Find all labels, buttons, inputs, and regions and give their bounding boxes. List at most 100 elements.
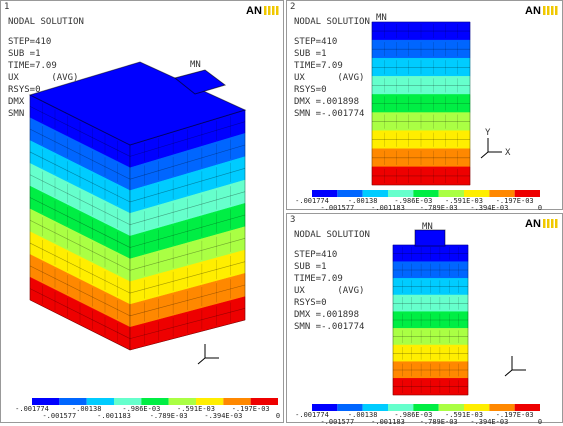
legend-swatch [438, 190, 464, 197]
roof-block [414, 229, 446, 247]
triad-axis [480, 151, 489, 159]
legend-swatch [32, 398, 60, 405]
legend-swatch [86, 398, 114, 405]
legend-swatch [114, 398, 142, 405]
legend-label: -.986E-03 [394, 197, 432, 205]
plot-info: DMX =.001898 [294, 310, 359, 320]
floor-line [129, 261, 246, 294]
legend-label: -.001183 [371, 204, 405, 212]
floor-line [29, 106, 131, 157]
legend-swatch [59, 398, 87, 405]
floor-line [29, 151, 131, 203]
floor-line [129, 168, 246, 203]
legend-label: -.001774 [15, 405, 49, 413]
legend-swatch [312, 404, 338, 411]
legend-label: -.591E-03 [445, 197, 483, 205]
legend-label: -.789E-03 [150, 412, 188, 420]
plot-info: SMN =-.001774 [294, 322, 364, 332]
legend-swatch [514, 404, 540, 411]
roof-block [173, 69, 227, 95]
floor-line [129, 308, 246, 339]
floor-line [29, 197, 131, 248]
triad-label: X [505, 148, 511, 158]
plot-info: TIME=7.09 [8, 61, 57, 71]
logo-stripe [268, 6, 271, 15]
legend-swatch [388, 404, 414, 411]
floor-line [29, 288, 131, 339]
legend-label: -.789E-03 [420, 204, 458, 212]
floor-line [29, 128, 131, 180]
floor-line [129, 284, 246, 317]
triad-axis [197, 357, 206, 365]
legend-swatch [388, 190, 414, 197]
legend-label: -.00138 [348, 411, 378, 419]
floor-line [29, 220, 131, 271]
legend-swatch [312, 190, 338, 197]
triad-label: Y [485, 128, 491, 138]
legend-swatch [168, 398, 196, 405]
floor-line [129, 121, 246, 157]
legend-swatch [413, 404, 439, 411]
plot-info: UX (AVG) [294, 73, 364, 83]
floor-line [129, 191, 246, 226]
floor-line [129, 238, 246, 271]
floor-line [29, 174, 131, 225]
legend-swatch [489, 404, 515, 411]
plot-info: SUB =1 [294, 262, 327, 272]
plot-info: RSYS=0 [294, 298, 327, 308]
legend-swatch [362, 190, 388, 197]
logo-stripe [272, 6, 275, 15]
plot-info: TIME=7.09 [294, 61, 343, 71]
legend-swatch [514, 190, 540, 197]
logo-stripe [547, 6, 550, 15]
legend-swatch [141, 398, 169, 405]
legend-label: -.001774 [295, 411, 329, 419]
legend-label: 0 [538, 418, 542, 426]
legend-label: -.197E-03 [496, 197, 534, 205]
legend-swatch [413, 190, 439, 197]
legend-label: -.001183 [371, 418, 405, 426]
plot-header: NODAL SOLUTION [8, 17, 84, 27]
legend-label: 0 [276, 412, 280, 420]
panel-number: 3 [290, 215, 295, 225]
floor-line [129, 144, 246, 180]
panel-number: 2 [290, 2, 295, 12]
logo-stripe [547, 219, 550, 228]
legend-label: -.789E-03 [420, 418, 458, 426]
ansys-logo: AN [246, 5, 262, 17]
legend-label: -.986E-03 [122, 405, 160, 413]
plot-info: SUB =1 [8, 49, 41, 59]
ansys-logo: AN [525, 5, 541, 17]
logo-stripe [555, 219, 558, 228]
legend-label: -.197E-03 [496, 411, 534, 419]
roof [28, 61, 247, 146]
plot-info: DMX =.001898 [294, 97, 359, 107]
legend-label: -.394E-03 [470, 418, 508, 426]
plot-info: UX (AVG) [8, 73, 78, 83]
face-outline [371, 21, 471, 186]
legend-swatch [438, 404, 464, 411]
legend-swatch [362, 404, 388, 411]
legend-swatch [196, 398, 224, 405]
plot-info: STEP=410 [8, 37, 51, 47]
plot-info: UX (AVG) [294, 286, 364, 296]
legend-swatch [223, 398, 251, 405]
logo-stripe [555, 6, 558, 15]
legend-swatch [337, 404, 363, 411]
legend-label: -.001577 [320, 204, 354, 212]
floor-line [29, 265, 131, 317]
legend-swatch [464, 404, 490, 411]
min-marker: MN [376, 13, 387, 23]
legend-swatch [337, 190, 363, 197]
plot-info: SMN =-.001774 [294, 109, 364, 119]
plot-header: NODAL SOLUTION [294, 17, 370, 27]
plot-info: SUB =1 [294, 49, 327, 59]
ansys-logo: AN [525, 218, 541, 230]
floor-line [129, 214, 246, 248]
legend-label: -.001577 [320, 418, 354, 426]
floor-line [29, 242, 131, 294]
triad-axis [504, 369, 513, 377]
plot-info: RSYS=0 [8, 85, 41, 95]
legend-label: -.00138 [72, 405, 102, 413]
